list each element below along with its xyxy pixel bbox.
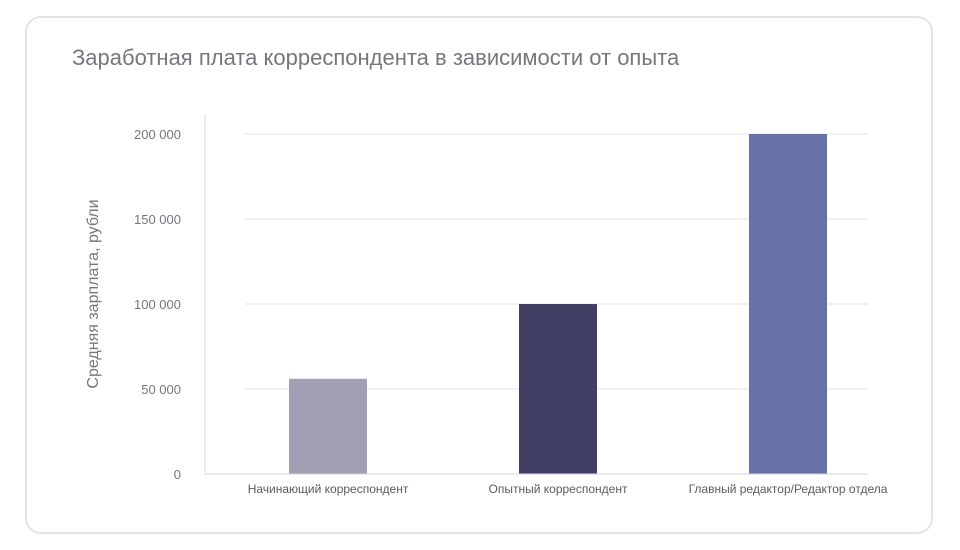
y-tick-label: 0 — [174, 467, 181, 482]
bar — [749, 134, 827, 474]
chart-title: Заработная плата корреспондента в зависи… — [72, 45, 680, 70]
x-axis: Начинающий корреспондент Опытный корреспо… — [205, 473, 888, 496]
x-category-label: Главный редактор/Редактор отдела — [689, 482, 888, 496]
x-category-label: Опытный корреспондент — [489, 482, 628, 496]
bars — [289, 134, 827, 474]
bar — [519, 304, 597, 474]
x-category-label: Начинающий корреспондент — [248, 482, 409, 496]
y-tick-label: 150 000 — [134, 212, 181, 227]
y-tick-label: 200 000 — [134, 127, 181, 142]
y-axis-title: Средняя зарплата, рубли — [85, 199, 102, 388]
y-axis: 0 50 000 100 000 150 000 200 000 — [134, 114, 206, 482]
y-tick-label: 50 000 — [141, 382, 181, 397]
y-tick-label: 100 000 — [134, 297, 181, 312]
bar — [289, 378, 367, 474]
